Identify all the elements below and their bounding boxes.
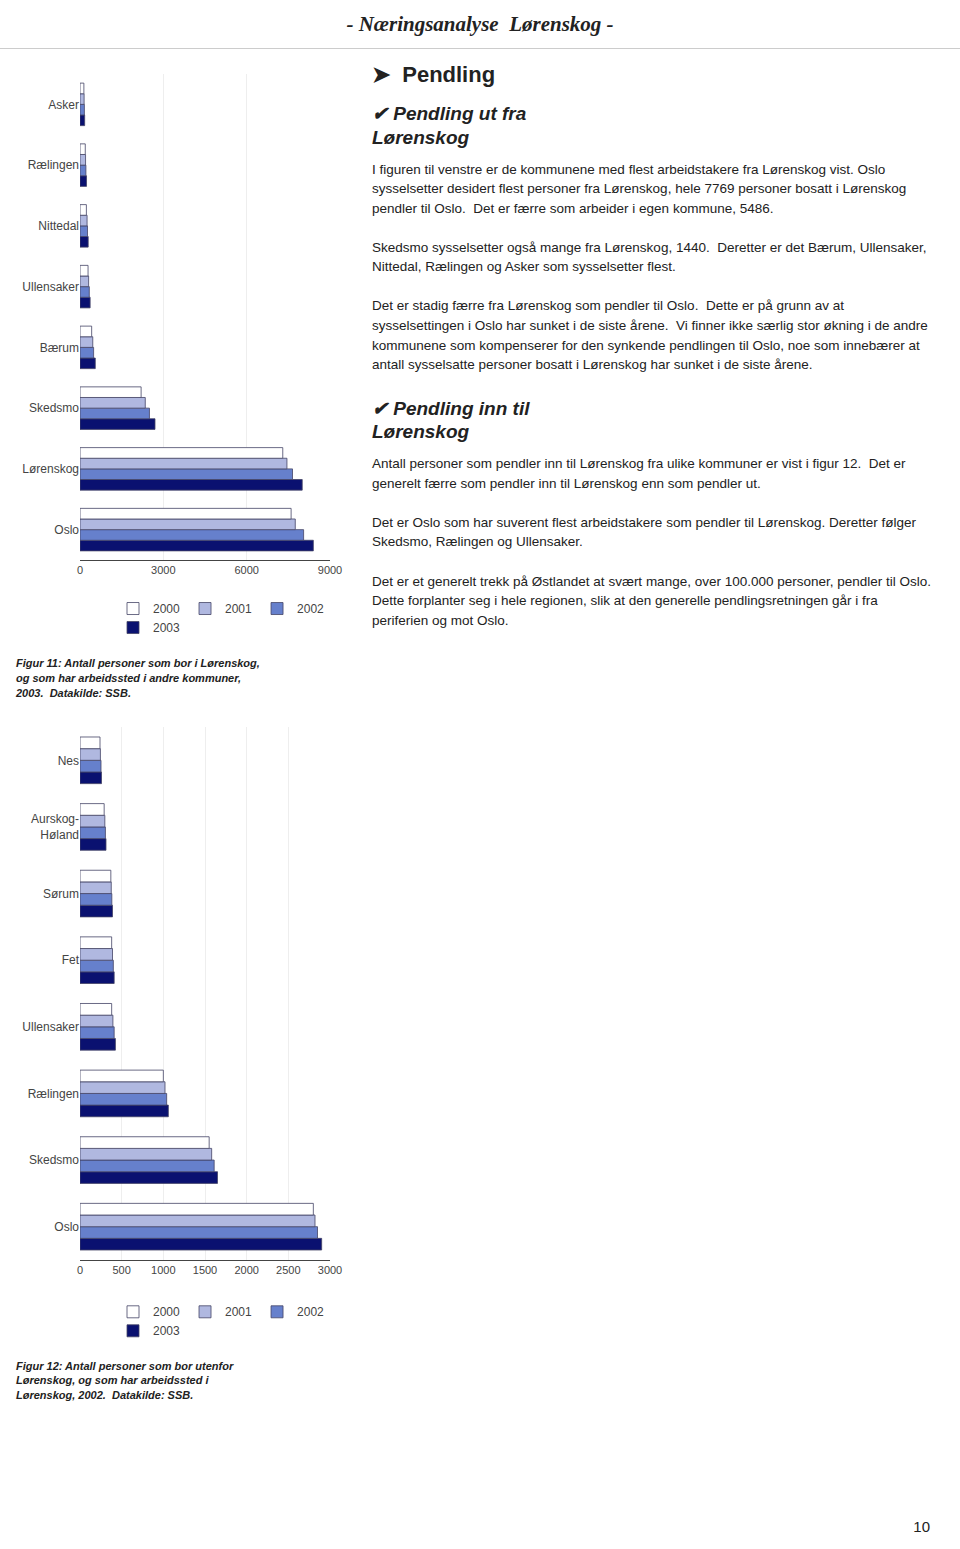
svg-text:3000: 3000 bbox=[318, 1264, 342, 1276]
svg-text:Fet: Fet bbox=[62, 953, 80, 967]
svg-text:Rælingen: Rælingen bbox=[28, 1086, 79, 1100]
svg-text:2003: 2003 bbox=[153, 621, 180, 635]
svg-text:Oslo: Oslo bbox=[54, 523, 79, 537]
svg-text:0: 0 bbox=[77, 564, 83, 576]
svg-text:Sørum: Sørum bbox=[43, 886, 79, 900]
svg-text:1500: 1500 bbox=[193, 1264, 217, 1276]
svg-text:1000: 1000 bbox=[151, 1264, 175, 1276]
html-text:✔ Pendling inn til Lørenskog: ✔ Pendling inn til Lørenskog bbox=[372, 397, 530, 443]
svg-text:3000: 3000 bbox=[151, 564, 175, 576]
svg-text:2002: 2002 bbox=[297, 602, 324, 616]
svg-text:6000: 6000 bbox=[234, 564, 258, 576]
html-text:Antall personer som pendler in: Antall personer som pendler inn til Løre… bbox=[372, 456, 939, 628]
html-text:- Næringsanalyse Lørenskog -: - Næringsanalyse Lørenskog - bbox=[346, 12, 614, 36]
svg-text:Lørenskog: Lørenskog bbox=[22, 462, 79, 476]
html-text:10: 10 bbox=[913, 1518, 930, 1535]
svg-text:Bærum: Bærum bbox=[40, 341, 79, 355]
html-text:Figur 11: Antall personer som: Figur 11: Antall personer som bor i Løre… bbox=[16, 657, 260, 699]
svg-text:2003: 2003 bbox=[153, 1324, 180, 1338]
svg-text:Nes: Nes bbox=[58, 753, 79, 767]
svg-text:2000: 2000 bbox=[153, 602, 180, 616]
svg-text:9000: 9000 bbox=[318, 564, 342, 576]
svg-text:Rælingen: Rælingen bbox=[28, 158, 79, 172]
svg-text:Nittedal: Nittedal bbox=[38, 219, 79, 233]
svg-text:Skedsmo: Skedsmo bbox=[29, 401, 79, 415]
html-text:➤ Pendling: ➤ Pendling bbox=[372, 62, 496, 87]
svg-text:2001: 2001 bbox=[225, 602, 252, 616]
svg-text:Ullensaker: Ullensaker bbox=[22, 1020, 79, 1034]
svg-text:Aurskog-Høland: Aurskog-Høland bbox=[31, 812, 79, 842]
svg-text:Asker: Asker bbox=[48, 98, 79, 112]
html-text:Figur 12: Antall personer som: Figur 12: Antall personer som bor utenfo… bbox=[16, 1359, 234, 1402]
svg-text:2000: 2000 bbox=[234, 1264, 258, 1276]
svg-text:0: 0 bbox=[77, 1264, 83, 1276]
html-text:I figuren til venstre er de ko: I figuren til venstre er de kommunene me… bbox=[372, 161, 932, 373]
svg-text:Oslo: Oslo bbox=[54, 1219, 79, 1233]
svg-text:2001: 2001 bbox=[225, 1305, 252, 1319]
html-text:✔ Pendling ut fra Lørenskog: ✔ Pendling ut fra Lørenskog bbox=[372, 103, 527, 148]
svg-text:Skedsmo: Skedsmo bbox=[29, 1153, 79, 1167]
svg-text:Ullensaker: Ullensaker bbox=[22, 280, 79, 294]
svg-text:2000: 2000 bbox=[153, 1305, 180, 1319]
svg-text:2500: 2500 bbox=[276, 1264, 300, 1276]
svg-text:500: 500 bbox=[112, 1264, 130, 1276]
svg-text:2002: 2002 bbox=[297, 1305, 324, 1319]
